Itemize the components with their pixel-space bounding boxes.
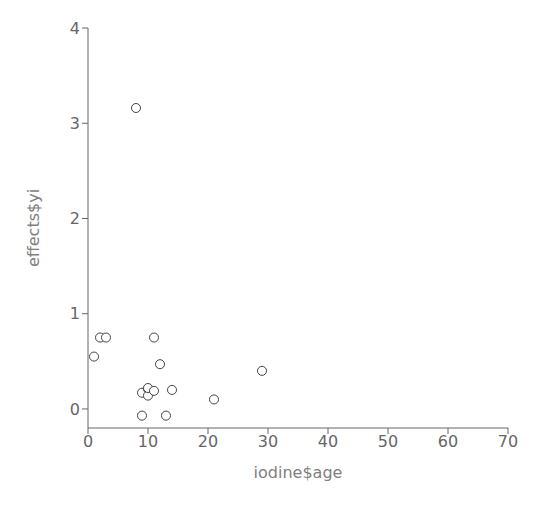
svg-text:40: 40 <box>318 432 338 451</box>
svg-text:70: 70 <box>498 432 518 451</box>
svg-text:20: 20 <box>198 432 218 451</box>
svg-text:2: 2 <box>70 209 80 228</box>
svg-text:1: 1 <box>70 304 80 323</box>
svg-text:0: 0 <box>70 400 80 419</box>
svg-text:30: 30 <box>258 432 278 451</box>
svg-text:3: 3 <box>70 114 80 133</box>
svg-text:iodine$age: iodine$age <box>254 463 343 482</box>
svg-text:effects$yi: effects$yi <box>24 189 43 267</box>
svg-text:0: 0 <box>83 432 93 451</box>
svg-text:4: 4 <box>70 19 80 38</box>
svg-text:60: 60 <box>438 432 458 451</box>
svg-text:10: 10 <box>138 432 158 451</box>
svg-text:50: 50 <box>378 432 398 451</box>
